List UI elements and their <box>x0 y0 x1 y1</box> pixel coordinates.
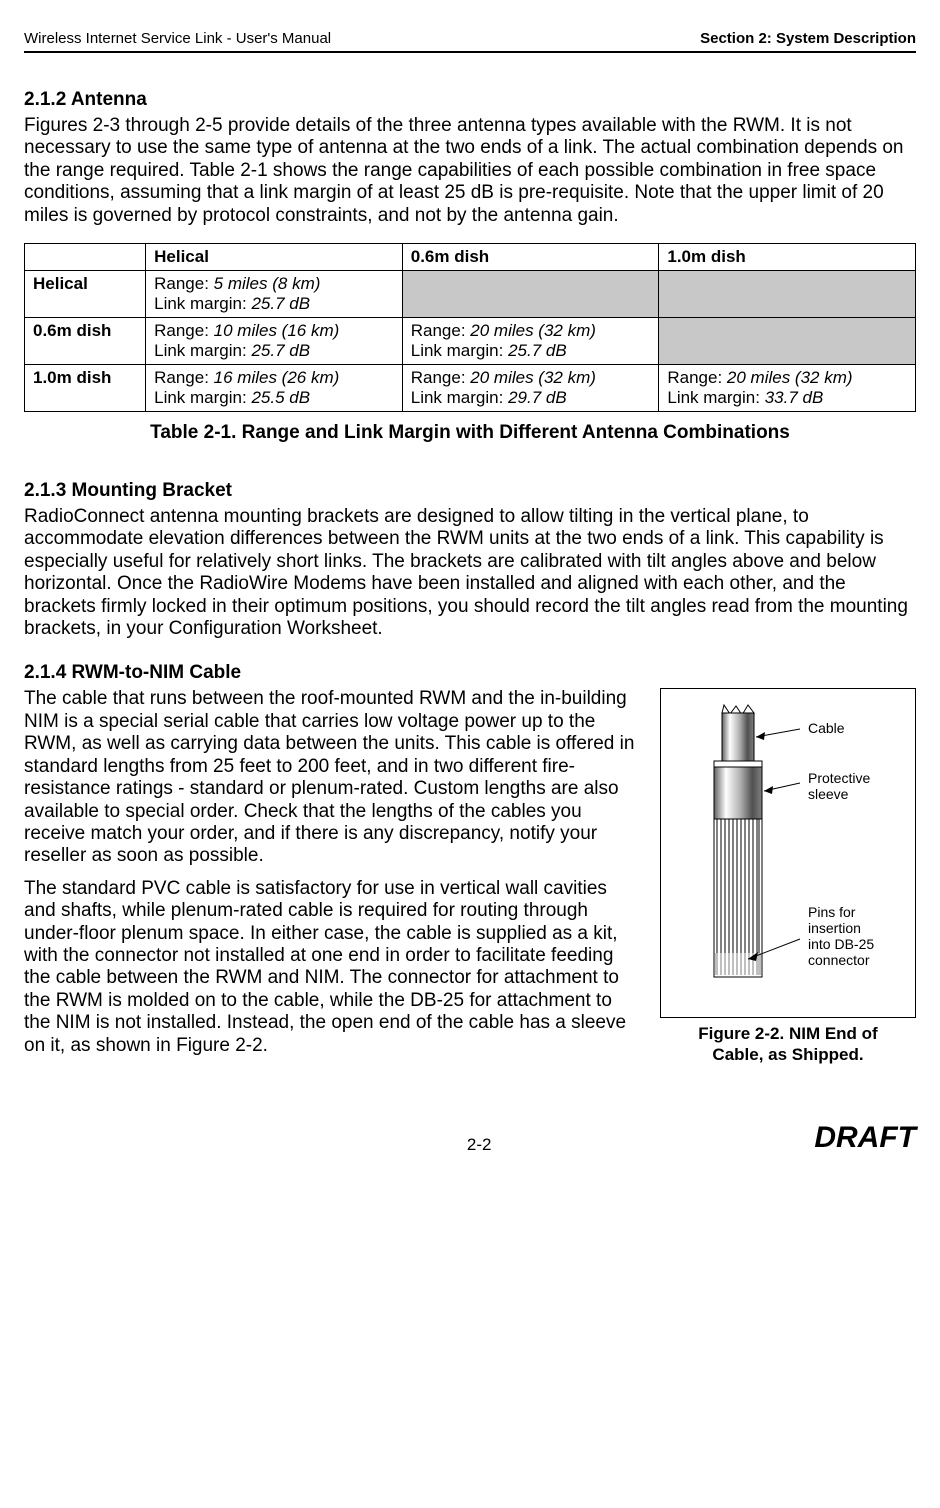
col-06m: 0.6m dish <box>402 244 659 271</box>
label-sleeve2: sleeve <box>808 786 849 802</box>
cell: Range: 10 miles (16 km)Link margin: 25.7… <box>146 318 403 365</box>
col-blank <box>25 244 146 271</box>
page-footer: 2-2 DRAFT <box>24 1121 916 1155</box>
heading-antenna: 2.1.2 Antenna <box>24 89 916 111</box>
label-pins1: Pins for <box>808 904 856 920</box>
heading-cable: 2.1.4 RWM-to-NIM Cable <box>24 662 916 684</box>
page-header: Wireless Internet Service Link - User's … <box>24 30 916 47</box>
header-left: Wireless Internet Service Link - User's … <box>24 30 331 47</box>
para-antenna: Figures 2-3 through 2-5 provide details … <box>24 115 916 227</box>
table-row: 0.6m dish Range: 10 miles (16 km)Link ma… <box>25 318 916 365</box>
para-cable-1: The cable that runs between the roof-mou… <box>24 688 640 867</box>
row-label: 0.6m dish <box>25 318 146 365</box>
col-helical: Helical <box>146 244 403 271</box>
header-right: Section 2: System Description <box>700 30 916 47</box>
label-pins2: insertion <box>808 920 861 936</box>
label-cable: Cable <box>808 720 845 736</box>
figure-2-2: Cable Protective sleeve Pins for inserti… <box>660 688 916 1065</box>
para-bracket: RadioConnect antenna mounting brackets a… <box>24 506 916 640</box>
page-number: 2-2 <box>467 1135 492 1155</box>
para-cable-2: The standard PVC cable is satisfactory f… <box>24 878 640 1057</box>
table-row: 1.0m dish Range: 16 miles (26 km)Link ma… <box>25 365 916 412</box>
label-pins3: into DB-25 <box>808 936 874 952</box>
cell: Range: 20 miles (32 km)Link margin: 33.7… <box>659 365 916 412</box>
table-row: Helical Range: 5 miles (8 km)Link margin… <box>25 271 916 318</box>
table-header-row: Helical 0.6m dish 1.0m dish <box>25 244 916 271</box>
cell: Range: 16 miles (26 km)Link margin: 25.5… <box>146 365 403 412</box>
header-rule <box>24 51 916 53</box>
figure-frame: Cable Protective sleeve Pins for inserti… <box>660 688 916 1018</box>
cell: Range: 5 miles (8 km)Link margin: 25.7 d… <box>146 271 403 318</box>
label-sleeve1: Protective <box>808 770 870 786</box>
row-label: Helical <box>25 271 146 318</box>
row-label: 1.0m dish <box>25 365 146 412</box>
label-pins4: connector <box>808 952 870 968</box>
cell-shaded <box>659 271 916 318</box>
heading-bracket: 2.1.3 Mounting Bracket <box>24 480 916 502</box>
draft-stamp: DRAFT <box>814 1121 916 1155</box>
cable-diagram: Cable Protective sleeve Pins for inserti… <box>668 703 908 1003</box>
table-caption: Table 2-1. Range and Link Margin with Di… <box>24 422 916 444</box>
cell-shaded <box>402 271 659 318</box>
cell: Range: 20 miles (32 km)Link margin: 25.7… <box>402 318 659 365</box>
col-10m: 1.0m dish <box>659 244 916 271</box>
figure-caption: Figure 2-2. NIM End of Cable, as Shipped… <box>660 1024 916 1065</box>
cell: Range: 20 miles (32 km)Link margin: 29.7… <box>402 365 659 412</box>
cell-shaded <box>659 318 916 365</box>
range-table: Helical 0.6m dish 1.0m dish Helical Rang… <box>24 243 916 412</box>
